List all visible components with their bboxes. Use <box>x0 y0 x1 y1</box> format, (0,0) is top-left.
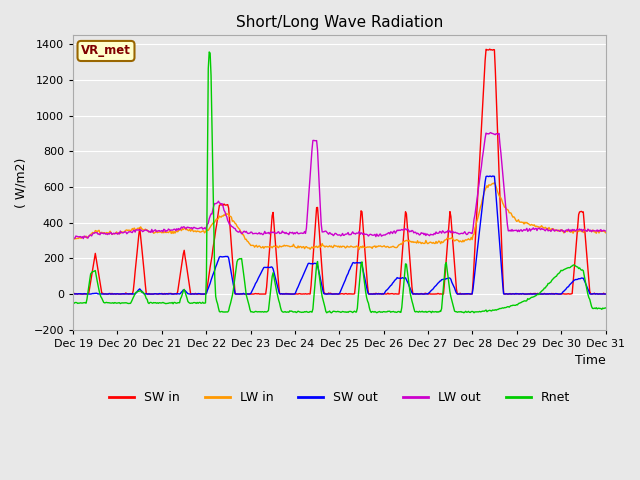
X-axis label: Time: Time <box>575 354 605 367</box>
Title: Short/Long Wave Radiation: Short/Long Wave Radiation <box>236 15 443 30</box>
Legend: SW in, LW in, SW out, LW out, Rnet: SW in, LW in, SW out, LW out, Rnet <box>104 386 575 409</box>
Y-axis label: ( W/m2): ( W/m2) <box>15 157 28 208</box>
Text: VR_met: VR_met <box>81 45 131 58</box>
